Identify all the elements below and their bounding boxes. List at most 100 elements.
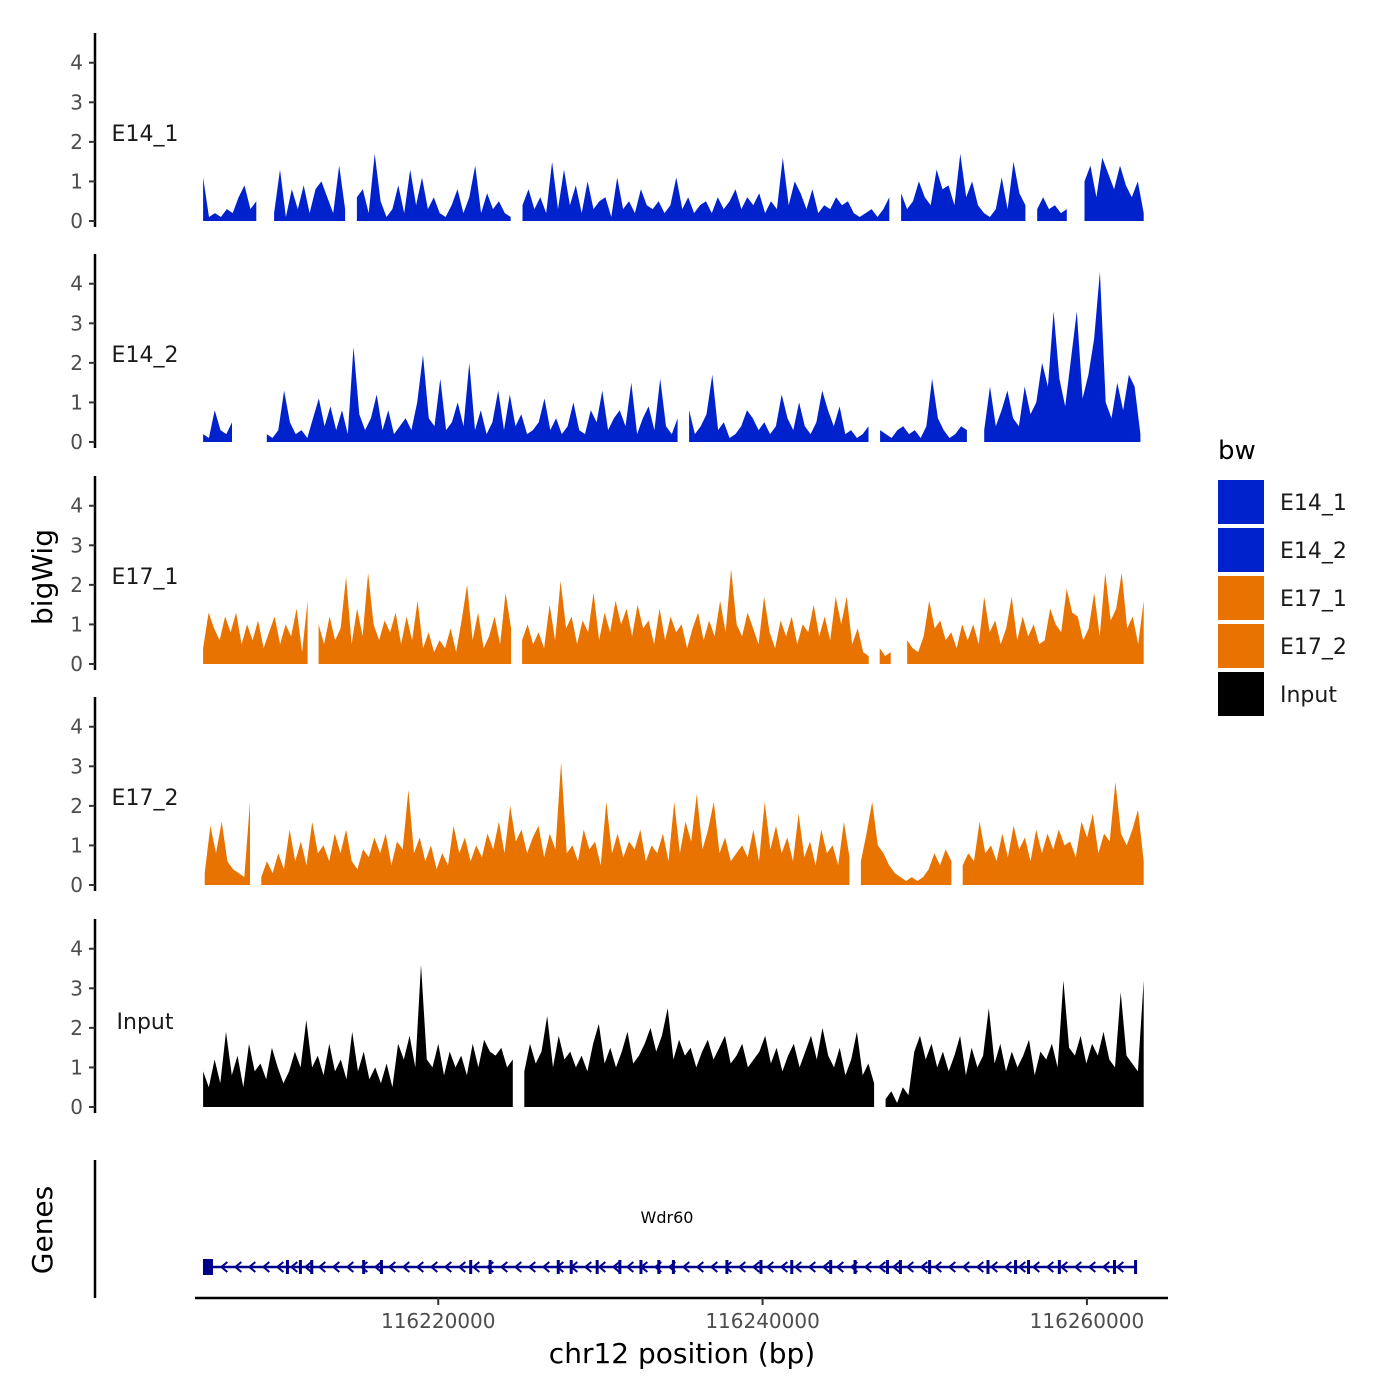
- y-tick-label-E17_1-4: 4: [70, 494, 83, 518]
- exon: [853, 1260, 857, 1274]
- track-E14_1: 0 1 2 3 4 E14_1: [70, 33, 1144, 233]
- strand-arrow: [709, 1261, 718, 1273]
- strand-arrow: [751, 1261, 760, 1273]
- strand-arrow: [1003, 1261, 1012, 1273]
- legend-label-E14_1: E14_1: [1280, 491, 1347, 516]
- strand-arrow: [303, 1261, 312, 1273]
- strand-arrow: [261, 1261, 270, 1273]
- track-label-E14_2: E14_2: [112, 343, 179, 368]
- exon: [657, 1260, 661, 1274]
- strand-arrow: [345, 1261, 354, 1273]
- strand-arrow: [1059, 1261, 1068, 1273]
- exon: [379, 1260, 383, 1274]
- y-tick-label-E14_2-0: 0: [70, 430, 83, 454]
- strand-arrow: [331, 1261, 340, 1273]
- strand-arrow: [499, 1261, 508, 1273]
- exon: [639, 1260, 643, 1274]
- strand-arrow: [947, 1261, 956, 1273]
- y-tick-label-E14_1-1: 1: [70, 169, 83, 193]
- genes-axis-title: Genes: [26, 1186, 59, 1274]
- y-tick-label-E17_1-3: 3: [70, 533, 83, 557]
- strand-arrow: [373, 1261, 382, 1273]
- strand-arrow: [877, 1261, 886, 1273]
- y-tick-label-E17_2-4: 4: [70, 715, 83, 739]
- signal-area-Input: [203, 964, 1144, 1107]
- strand-arrow: [961, 1261, 970, 1273]
- strand-arrow: [807, 1261, 816, 1273]
- genes-panel: Wdr60: [93, 1160, 1138, 1298]
- track-label-Input: Input: [117, 1010, 174, 1035]
- y-tick-label-Input-2: 2: [70, 1016, 83, 1040]
- strand-arrow: [1073, 1261, 1082, 1273]
- y-tick-label-E17_1-0: 0: [70, 652, 83, 676]
- strand-arrow: [737, 1261, 746, 1273]
- legend-key-E14_1: [1218, 480, 1264, 524]
- strand-arrow: [681, 1261, 690, 1273]
- strand-arrow: [471, 1261, 480, 1273]
- track-E17_1: 0 1 2 3 4 E17_1: [70, 476, 1144, 676]
- y-tick-label-Input-0: 0: [70, 1095, 83, 1119]
- exon: [986, 1260, 990, 1274]
- track-panels: 0 1 2 3 4 E14_1 0 1 2 3 4 E14_2 0 1 2 3 4 E17_1 0 1 2 3 4 E17_2…: [70, 33, 1144, 1119]
- strand-arrow: [905, 1261, 914, 1273]
- gene-label-Wdr60: Wdr60: [641, 1208, 694, 1227]
- y-tick-label-Input-3: 3: [70, 976, 83, 1000]
- exon: [595, 1260, 599, 1274]
- strand-arrow: [233, 1261, 242, 1273]
- strand-arrow: [289, 1261, 298, 1273]
- strand-arrow: [513, 1261, 522, 1273]
- y-tick-label-E17_1-2: 2: [70, 573, 83, 597]
- legend-key-Input: [1218, 672, 1264, 716]
- strand-arrow: [583, 1261, 592, 1273]
- legend-title: bw: [1218, 436, 1256, 466]
- legend-label-E17_1: E17_1: [1280, 587, 1347, 612]
- exon: [928, 1260, 932, 1274]
- strand-arrow: [933, 1261, 942, 1273]
- exon: [310, 1260, 314, 1274]
- strand-arrow: [835, 1261, 844, 1273]
- strand-arrow: [1101, 1261, 1110, 1273]
- strand-arrow: [611, 1261, 620, 1273]
- track-label-E14_1: E14_1: [112, 122, 179, 147]
- y-tick-label-E14_1-2: 2: [70, 130, 83, 154]
- strand-arrow: [1017, 1261, 1026, 1273]
- legend-label-E17_2: E17_2: [1280, 635, 1347, 660]
- y-tick-label-E14_1-0: 0: [70, 209, 83, 233]
- legend-label-Input: Input: [1280, 683, 1337, 708]
- track-E17_2: 0 1 2 3 4 E17_2: [70, 697, 1144, 897]
- y-tick-label-E17_2-2: 2: [70, 794, 83, 818]
- strand-arrow: [779, 1261, 788, 1273]
- legend-key-E17_2: [1218, 624, 1264, 668]
- strand-arrow: [541, 1261, 550, 1273]
- strand-arrow: [919, 1261, 928, 1273]
- strand-arrow: [219, 1261, 228, 1273]
- exon: [569, 1260, 573, 1274]
- y-tick-label-E17_2-3: 3: [70, 754, 83, 778]
- track-Input: 0 1 2 3 4 Input: [70, 919, 1144, 1119]
- strand-arrow: [891, 1261, 900, 1273]
- exon: [1112, 1260, 1116, 1274]
- exon: [202, 1259, 213, 1275]
- exon: [1027, 1260, 1031, 1274]
- strand-arrow: [247, 1261, 256, 1273]
- strand-arrow: [387, 1261, 396, 1273]
- y-tick-label-E14_1-4: 4: [70, 51, 83, 75]
- exon: [362, 1260, 366, 1274]
- signal-area-E17_1: [203, 569, 1144, 664]
- gene-Wdr60: Wdr60: [202, 1208, 1138, 1275]
- y-tick-label-E14_2-4: 4: [70, 272, 83, 296]
- x-tick-label-116220000: 116220000: [381, 1309, 496, 1333]
- x-tick-label-116260000: 116260000: [1030, 1309, 1145, 1333]
- exon: [488, 1260, 492, 1274]
- strand-arrow: [443, 1261, 452, 1273]
- legend: bw E14_1 E14_2 E17_1 E17_2 Input: [1218, 436, 1347, 716]
- y-tick-label-E17_2-1: 1: [70, 833, 83, 857]
- exon: [829, 1260, 833, 1274]
- y-tick-label-E14_2-3: 3: [70, 311, 83, 335]
- strand-arrow: [1045, 1261, 1054, 1273]
- exon: [759, 1260, 763, 1274]
- strand-arrow: [527, 1261, 536, 1273]
- x-tick-label-116240000: 116240000: [705, 1309, 820, 1333]
- exon: [671, 1260, 675, 1274]
